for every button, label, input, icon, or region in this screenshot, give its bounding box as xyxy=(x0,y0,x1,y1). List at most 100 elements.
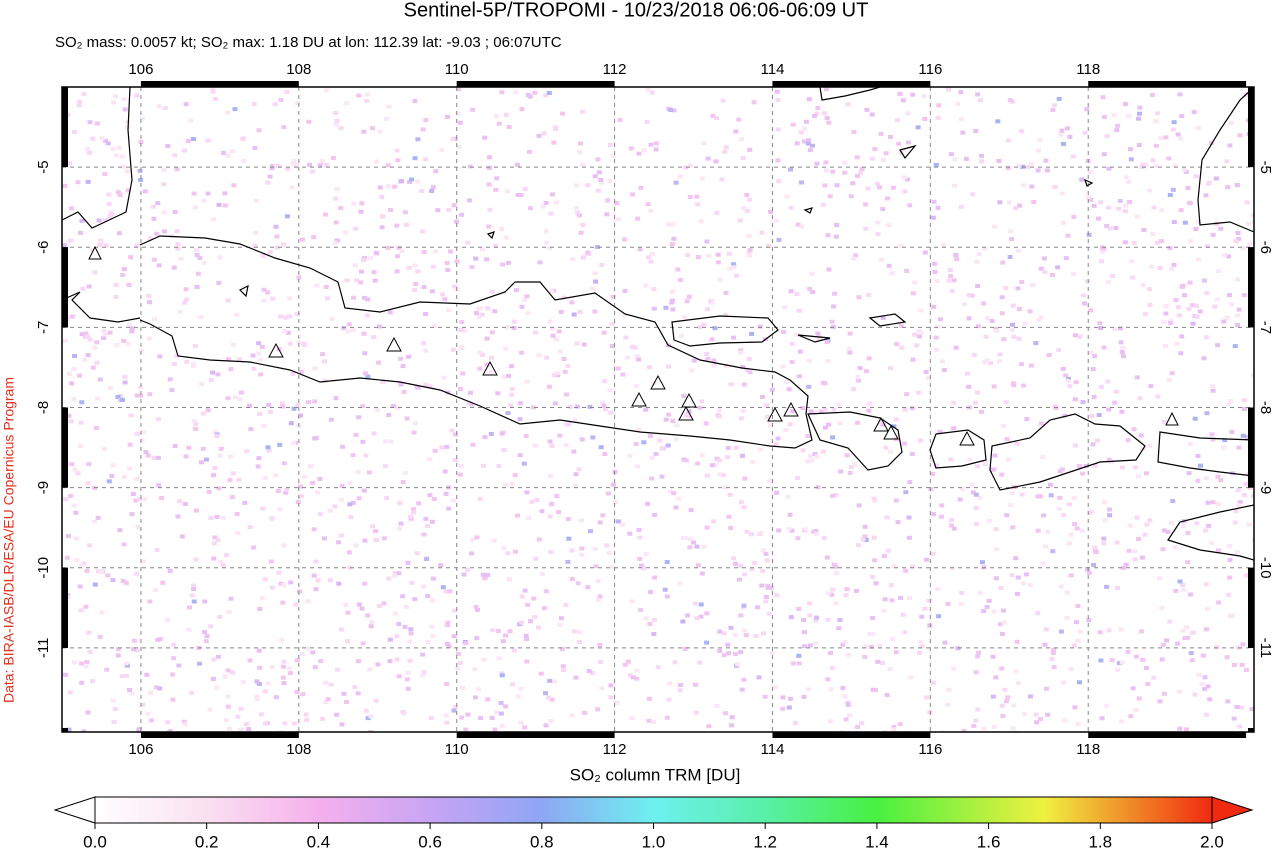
speckle xyxy=(1115,123,1121,128)
speckle xyxy=(198,315,204,320)
speckle xyxy=(205,191,211,196)
speckle xyxy=(1239,705,1244,710)
speckle xyxy=(629,716,635,721)
speckle xyxy=(872,558,878,563)
speckle xyxy=(805,459,810,464)
speckle xyxy=(711,519,717,524)
speckle xyxy=(387,659,393,664)
speckle xyxy=(447,249,453,254)
speckle xyxy=(667,489,673,494)
speckle xyxy=(744,193,750,197)
speckle xyxy=(261,423,267,428)
speckle xyxy=(1159,605,1165,610)
speckle xyxy=(243,722,249,727)
speckle xyxy=(71,503,77,508)
speckle xyxy=(451,634,457,639)
speckle xyxy=(263,721,269,726)
speckle xyxy=(145,453,151,458)
frame-bar xyxy=(62,247,68,328)
speckle xyxy=(1123,562,1129,567)
speckle xyxy=(494,710,500,715)
speckle xyxy=(632,345,638,350)
speckle xyxy=(610,482,616,487)
y-tick-label: -8 xyxy=(35,401,52,414)
speckle xyxy=(1247,486,1253,490)
speckle xyxy=(350,328,356,333)
speckle xyxy=(351,201,357,206)
speckle xyxy=(384,496,390,500)
speckle xyxy=(985,316,990,321)
speckle xyxy=(488,370,494,375)
speckle xyxy=(986,518,992,523)
speckle xyxy=(153,685,159,690)
speckle xyxy=(1002,687,1008,692)
speckle xyxy=(120,273,126,277)
speckle xyxy=(210,89,216,94)
speckle xyxy=(257,665,263,670)
speckle xyxy=(64,555,70,560)
speckle xyxy=(964,371,970,376)
speckle xyxy=(200,446,206,451)
speckle xyxy=(359,201,365,206)
speckle xyxy=(1071,214,1077,219)
speckle xyxy=(999,632,1005,636)
speckle xyxy=(954,257,960,262)
speckle xyxy=(395,158,401,163)
speckle xyxy=(838,469,844,474)
speckle xyxy=(659,474,665,479)
speckle xyxy=(420,652,426,657)
speckle xyxy=(546,695,552,700)
speckle xyxy=(573,205,579,210)
speckle xyxy=(1101,152,1107,157)
speckle xyxy=(889,598,895,603)
speckle xyxy=(824,555,830,560)
speckle xyxy=(156,483,162,488)
speckle xyxy=(709,337,715,342)
speckle xyxy=(202,630,207,635)
speckle xyxy=(854,589,859,593)
speckle xyxy=(1072,443,1078,448)
speckle xyxy=(204,634,210,639)
speckle xyxy=(525,602,531,607)
speckle xyxy=(1068,532,1074,537)
speckle xyxy=(513,90,519,95)
speckle xyxy=(469,551,474,556)
speckle xyxy=(1157,576,1162,581)
speckle xyxy=(204,457,209,462)
speckle xyxy=(430,598,435,603)
x-tick-label: 106 xyxy=(128,61,153,78)
speckle xyxy=(73,510,79,515)
speckle xyxy=(302,343,308,347)
speckle xyxy=(63,497,69,502)
frame-bar xyxy=(62,727,68,732)
speckle xyxy=(1187,280,1193,285)
speckle xyxy=(837,617,843,622)
speckle xyxy=(320,716,326,721)
speckle xyxy=(110,698,116,703)
speckle xyxy=(107,214,113,219)
speckle xyxy=(855,374,861,379)
speckle xyxy=(775,127,781,132)
frame-bar xyxy=(456,732,615,738)
speckle xyxy=(527,94,533,99)
speckle xyxy=(906,515,912,520)
speckle xyxy=(1178,136,1184,141)
speckle xyxy=(1155,394,1161,399)
speckle xyxy=(287,671,293,676)
speckle xyxy=(726,514,732,519)
speckle xyxy=(1202,278,1207,283)
speckle xyxy=(979,409,984,414)
speckle xyxy=(575,581,581,586)
speckle xyxy=(625,659,631,664)
speckle xyxy=(774,490,780,495)
speckle xyxy=(806,358,812,363)
speckle xyxy=(366,470,372,475)
speckle xyxy=(904,269,910,273)
coast-bali xyxy=(807,411,903,471)
speckle xyxy=(1147,443,1153,448)
speckle xyxy=(644,120,650,125)
speckle xyxy=(738,500,744,505)
speckle xyxy=(1232,520,1238,525)
speckle xyxy=(127,688,132,692)
speckle xyxy=(757,447,763,452)
